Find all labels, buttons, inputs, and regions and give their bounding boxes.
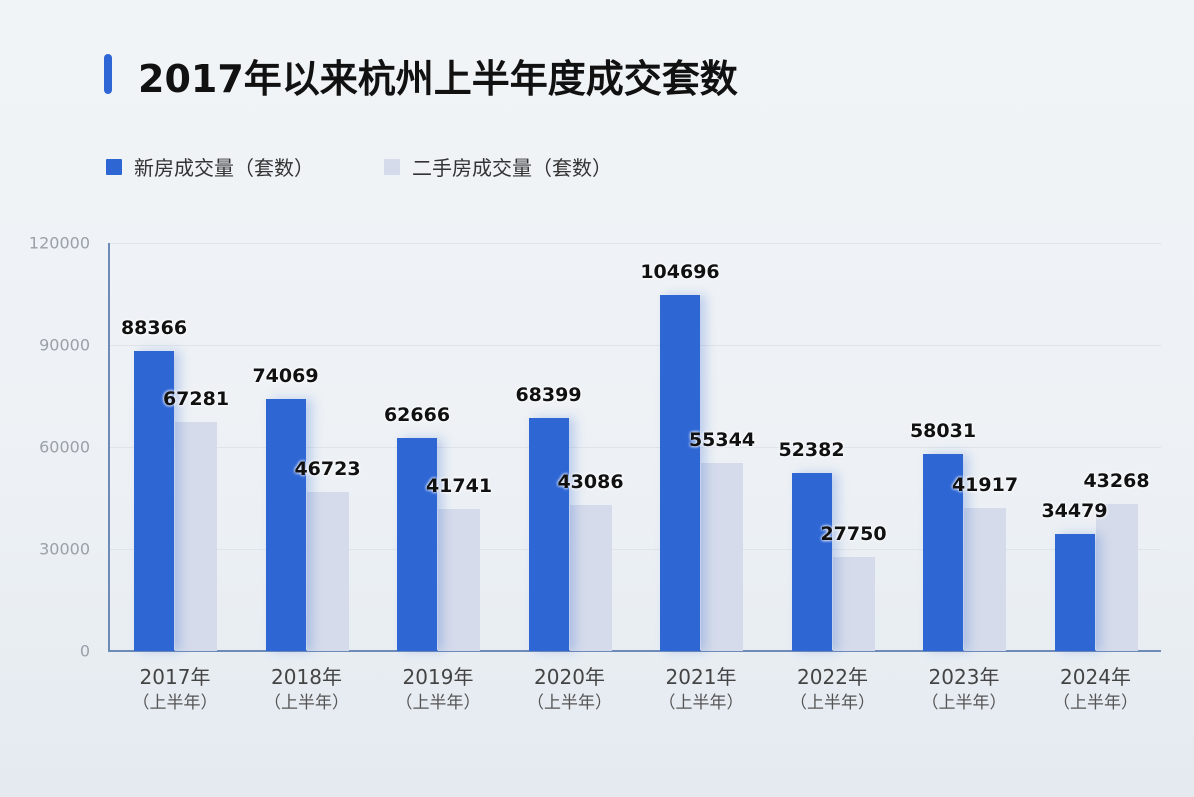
bar-second-hand[interactable] [175, 422, 217, 651]
data-label-new-homes: 88366 [120, 316, 188, 339]
legend-swatch-new-homes [106, 158, 122, 175]
x-tick-year: 2022年 [797, 665, 868, 689]
y-tick-label: 120000 [28, 233, 90, 253]
x-tick-sub: （上半年） [395, 693, 481, 713]
x-tick-label: 2017年 （上半年） [110, 664, 240, 716]
x-tick-label: 2024年 （上半年） [1031, 664, 1161, 716]
x-tick-label: 2022年 （上半年） [768, 664, 898, 716]
bar-second-hand[interactable] [701, 462, 743, 651]
x-tick-year: 2017年 [139, 665, 211, 689]
data-label-new-homes: 58031 [909, 419, 977, 442]
x-tick-sub: （上半年） [264, 693, 349, 713]
legend-item-new-homes[interactable]: 新房成交量（套数） [106, 152, 314, 181]
legend: 新房成交量（套数） 二手房成交量（套数） [106, 152, 682, 181]
x-tick-year: 2018年 [271, 665, 342, 689]
data-label-second-hand: 46723 [294, 458, 361, 481]
bar-new-homes[interactable] [265, 399, 306, 651]
bar-new-homes[interactable] [134, 350, 174, 651]
x-tick-label: 2019年 （上半年） [373, 664, 503, 716]
y-axis [108, 243, 110, 652]
data-label-new-homes: 52382 [778, 438, 845, 461]
gridline [110, 447, 1161, 448]
x-tick-sub: （上半年） [132, 693, 218, 713]
title-accent-bar [104, 54, 112, 94]
y-tick-label: 30000 [39, 539, 90, 559]
gridline [110, 549, 1161, 550]
x-tick-sub: （上半年） [921, 693, 1007, 713]
data-label-second-hand: 43086 [557, 470, 624, 493]
x-tick-label: 2018年 （上半年） [242, 664, 372, 716]
bar-second-hand[interactable] [306, 492, 349, 651]
x-tick-year: 2020年 [534, 665, 605, 689]
bar-new-homes[interactable] [660, 295, 700, 651]
bar-second-hand[interactable] [964, 508, 1006, 651]
data-label-new-homes: 74069 [252, 365, 319, 388]
bar-second-hand[interactable] [438, 509, 480, 651]
bar-second-hand[interactable] [1095, 503, 1138, 651]
legend-item-second-hand[interactable]: 二手房成交量（套数） [384, 152, 612, 181]
x-tick-sub: （上半年） [1053, 693, 1138, 713]
legend-label: 新房成交量（套数） [134, 156, 314, 180]
x-tick-sub: （上半年） [527, 693, 612, 713]
data-label-second-hand: 27750 [820, 522, 887, 545]
x-tick-year: 2021年 [665, 665, 737, 689]
x-tick-year: 2019年 [402, 665, 474, 689]
bar-new-homes[interactable] [397, 437, 437, 651]
gridline [110, 243, 1161, 244]
chart-title: 2017年以来杭州上半年度成交套数 [138, 57, 738, 101]
x-tick-label: 2023年 （上半年） [899, 664, 1029, 716]
legend-swatch-second-hand [384, 158, 400, 175]
x-tick-year: 2024年 [1060, 665, 1131, 689]
x-tick-label: 2021年 （上半年） [636, 664, 766, 716]
y-tick-label: 60000 [39, 437, 90, 457]
gridline [110, 345, 1161, 346]
legend-label: 二手房成交量（套数） [412, 156, 612, 180]
x-axis [108, 650, 1161, 652]
data-label-new-homes: 34479 [1041, 499, 1108, 522]
x-tick-label: 2020年 （上半年） [505, 664, 635, 716]
y-tick-label: 90000 [39, 335, 90, 355]
x-tick-sub: （上半年） [658, 693, 744, 713]
data-label-second-hand: 41741 [425, 475, 493, 498]
bar-new-homes[interactable] [528, 418, 569, 651]
data-label-new-homes: 62666 [383, 403, 451, 426]
y-tick-label: 0 [79, 641, 90, 661]
bar-new-homes[interactable] [791, 472, 832, 651]
data-label-second-hand: 41917 [951, 474, 1019, 497]
x-tick-year: 2023年 [928, 665, 1000, 689]
data-label-second-hand: 55344 [688, 428, 756, 451]
bar-second-hand[interactable] [569, 504, 612, 651]
x-tick-sub: （上半年） [790, 693, 875, 713]
data-label-second-hand: 67281 [162, 388, 230, 411]
data-label-new-homes: 104696 [640, 261, 720, 284]
data-label-new-homes: 68399 [515, 384, 582, 407]
data-label-second-hand: 43268 [1083, 469, 1150, 492]
bar-new-homes[interactable] [923, 453, 963, 651]
bar-new-homes[interactable] [1054, 533, 1095, 651]
bar-second-hand[interactable] [832, 556, 875, 651]
